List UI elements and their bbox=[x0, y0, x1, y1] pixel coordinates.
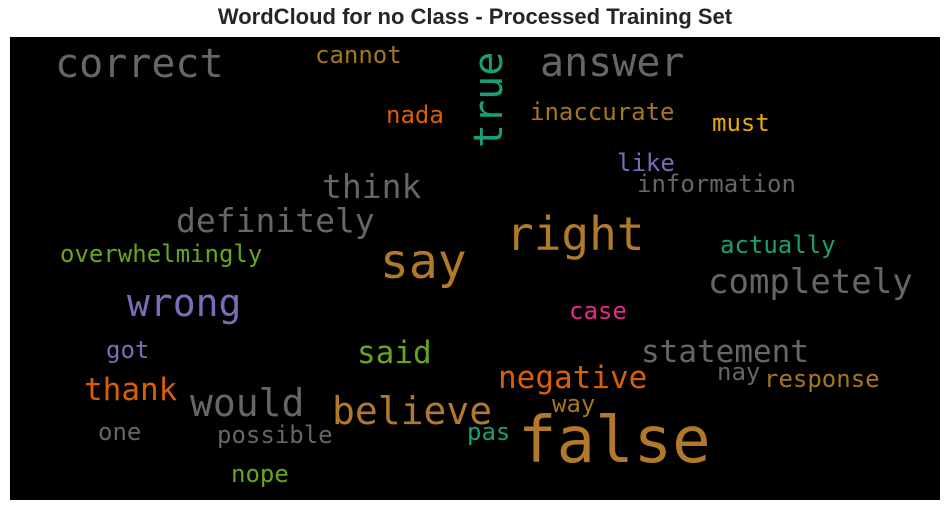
word-way: way bbox=[552, 390, 595, 418]
word-thank: thank bbox=[84, 372, 178, 408]
word-definitely: definitely bbox=[176, 201, 375, 240]
word-true: true bbox=[466, 52, 512, 148]
word-correct: correct bbox=[55, 41, 224, 87]
word-nay: nay bbox=[717, 358, 760, 386]
chart-title: WordCloud for no Class - Processed Train… bbox=[217, 4, 733, 29]
word-possible: possible bbox=[217, 421, 333, 449]
word-got: got bbox=[106, 336, 149, 364]
word-said: said bbox=[357, 335, 432, 371]
word-negative: negative bbox=[498, 360, 647, 396]
word-pas: pas bbox=[467, 418, 510, 446]
word-believe: believe bbox=[332, 389, 492, 433]
word-actually: actually bbox=[720, 231, 836, 259]
word-right: right bbox=[506, 207, 644, 261]
word-overwhelmingly: overwhelmingly bbox=[60, 240, 262, 268]
word-think: think bbox=[322, 167, 421, 206]
wordcloud-svg: false say right correct answer true wrong belie… bbox=[55, 40, 913, 488]
word-false: false bbox=[518, 404, 711, 478]
word-inaccurate: inaccurate bbox=[530, 98, 675, 126]
word-wrong: wrong bbox=[127, 281, 241, 325]
word-must: must bbox=[712, 109, 770, 137]
word-nada: nada bbox=[386, 101, 444, 129]
word-one: one bbox=[98, 418, 141, 446]
word-like: like bbox=[617, 149, 675, 177]
wordcloud-canvas: false say right correct answer true wrong belie… bbox=[10, 37, 940, 500]
word-response: response bbox=[764, 365, 880, 393]
word-information: information bbox=[637, 170, 796, 198]
word-say: say bbox=[380, 234, 467, 290]
word-would: would bbox=[190, 381, 304, 425]
word-nope: nope bbox=[231, 460, 289, 488]
word-answer: answer bbox=[540, 40, 685, 86]
word-statement: statement bbox=[641, 334, 809, 370]
word-case: case bbox=[569, 297, 627, 325]
word-cannot: cannot bbox=[315, 41, 402, 69]
word-completely: completely bbox=[708, 262, 913, 302]
